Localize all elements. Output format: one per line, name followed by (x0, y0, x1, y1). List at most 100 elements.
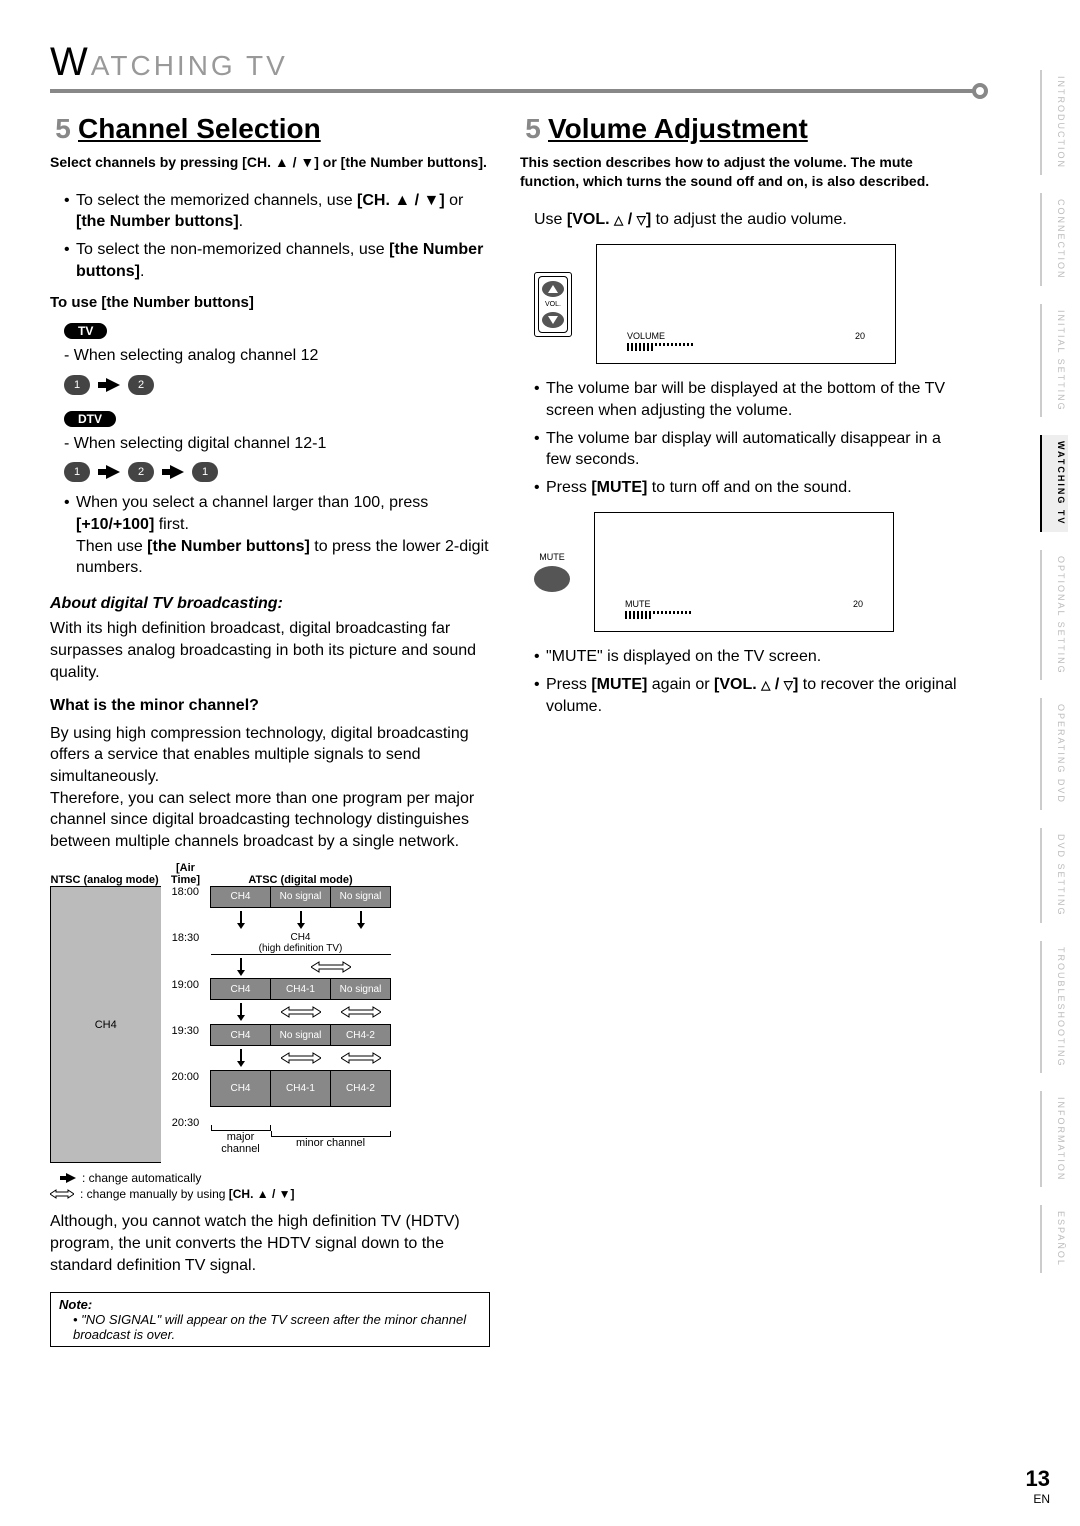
arrow-biarrow-icon (331, 1000, 391, 1025)
minor-body2: Therefore, you can select more than one … (50, 788, 490, 853)
side-tabs: INTRODUCTION CONNECTION INITIAL SETTING … (1040, 70, 1068, 1273)
dtv-pill: DTV (64, 411, 116, 427)
section-num: 5 (520, 113, 546, 145)
tv-screen-mute: MUTE 20 (594, 512, 894, 632)
arrow-right-icon (106, 465, 120, 479)
minor-title: What is the minor channel? (50, 695, 490, 717)
analog-sequence: 1 2 (64, 375, 490, 395)
legend-row: : change automatically (50, 1171, 490, 1185)
bullet: "MUTE" is displayed on the TV screen. (534, 646, 960, 668)
volume-intro: This section describes how to adjust the… (520, 153, 960, 191)
mute-bar: MUTE 20 (625, 599, 863, 619)
vol-down-icon (542, 312, 564, 328)
volume-bar: VOLUME20 (627, 331, 865, 351)
tab-espanol[interactable]: ESPAÑOL (1040, 1205, 1068, 1273)
about-body: With its high definition broadcast, digi… (50, 618, 490, 683)
arrow-biarrow-icon (271, 1046, 331, 1071)
chapter-rest: ATCHING TV (91, 50, 288, 81)
time: 18:30 (161, 932, 211, 979)
channel-heading: 5Channel Selection (50, 113, 490, 145)
note-box: Note: • "NO SIGNAL" will appear on the T… (50, 1292, 490, 1347)
solid-arrow-icon (66, 1173, 76, 1183)
outline-arrow-icon (50, 1188, 74, 1200)
number-button-1b: 1 (192, 462, 218, 482)
tab-dvd-setting[interactable]: DVD SETTING (1040, 828, 1068, 923)
vol-up-icon (542, 281, 564, 297)
bullet: The volume bar display will automaticall… (534, 428, 960, 471)
cell: CH4 (211, 1071, 271, 1106)
legend-row: : change manually by using [CH. ▲ / ▼] (50, 1187, 490, 1201)
note-title: Note: (59, 1297, 481, 1312)
footer-text: Although, you cannot watch the high defi… (50, 1211, 490, 1276)
cell: CH4 (211, 1025, 271, 1046)
bullet: Press [MUTE] to turn off and on the soun… (534, 477, 960, 499)
mute-label: MUTE (539, 552, 565, 562)
vol-remote-button: VOL. (538, 276, 568, 333)
bullet: The volume bar will be displayed at the … (534, 378, 960, 421)
cell: No signal (271, 1025, 331, 1046)
two-column-layout: 5Channel Selection Select channels by pr… (50, 113, 980, 1347)
page-number: 13 EN (1026, 1466, 1050, 1506)
chapter-title: WATCHING TV (50, 40, 980, 93)
section-num: 5 (50, 113, 76, 145)
tab-initial-setting[interactable]: INITIAL SETTING (1040, 304, 1068, 418)
about-title: About digital TV broadcasting: (50, 593, 490, 615)
cell: CH4 (211, 886, 271, 907)
diagram-table: NTSC (analog mode) [Air Time] ATSC (digi… (50, 862, 391, 1163)
volume-heading: 5Volume Adjustment (520, 113, 960, 145)
screen-mute-value: 20 (853, 599, 863, 609)
mute-remote-button: MUTE (534, 552, 570, 592)
number-button-2: 2 (128, 375, 154, 395)
number-button-1: 1 (64, 462, 90, 482)
vol-label: VOL. (545, 301, 561, 308)
arrow-biarrow-icon (271, 955, 391, 979)
cell: CH4-1 (271, 1071, 331, 1106)
cell: No signal (331, 979, 391, 1000)
right-column: 5Volume Adjustment This section describe… (520, 113, 960, 1347)
tab-introduction[interactable]: INTRODUCTION (1040, 70, 1068, 175)
ntsc-cell: CH4 (51, 886, 161, 1163)
tab-operating-dvd[interactable]: OPERATING DVD (1040, 698, 1068, 810)
page-lang: EN (1026, 1492, 1050, 1506)
diagram-legend: : change automatically : change manually… (50, 1171, 490, 1201)
page-num-value: 13 (1026, 1466, 1050, 1492)
air-label: [Air Time] (161, 862, 211, 886)
number-button-2: 2 (128, 462, 154, 482)
remote-outline: VOL. (534, 272, 572, 337)
tab-information[interactable]: INFORMATION (1040, 1091, 1068, 1187)
sub-heading: To use [the Number buttons] (50, 294, 490, 311)
arrow-down-icon (211, 955, 271, 979)
cell: CH4-2 (331, 1071, 391, 1106)
screen-vol-value: 20 (855, 331, 865, 341)
arrow-down-icon (331, 907, 391, 932)
tab-watching-tv[interactable]: WATCHING TV (1040, 435, 1068, 531)
time: 18:00 (161, 886, 211, 932)
title-end-circle (972, 83, 988, 99)
tab-optional-setting[interactable]: OPTIONAL SETTING (1040, 550, 1068, 681)
ntsc-label: NTSC (analog mode) (51, 862, 161, 886)
major-label: major channel (211, 1131, 271, 1155)
left-column: 5Channel Selection Select channels by pr… (50, 113, 490, 1347)
cell: CH4 (211, 979, 271, 1000)
chapter-big-letter: W (50, 40, 91, 84)
screen-mute-label: MUTE (625, 599, 651, 609)
channel-intro: Select channels by pressing [CH. ▲ / ▼] … (50, 153, 490, 172)
time: 19:00 (161, 979, 211, 1025)
arrow-biarrow-icon (271, 1000, 331, 1025)
tv-screen: VOLUME20 (596, 244, 896, 364)
minor-body1: By using high compression technology, di… (50, 723, 490, 788)
arrow-down-icon (271, 907, 331, 932)
digital-desc: - When selecting digital channel 12-1 (64, 433, 490, 455)
use-vol-text: Use [VOL. △ / ▽] to adjust the audio vol… (534, 209, 960, 231)
cell: No signal (331, 886, 391, 907)
tab-connection[interactable]: CONNECTION (1040, 193, 1068, 286)
minor-label: minor channel (271, 1137, 391, 1149)
bullet: Press [MUTE] again or [VOL. △ / ▽] to re… (534, 674, 960, 717)
mute-ticks (625, 611, 863, 619)
tab-troubleshooting[interactable]: TROUBLESHOOTING (1040, 941, 1068, 1074)
legend-text: : change automatically (82, 1171, 201, 1185)
time: 20:30 (161, 1117, 211, 1163)
volume-bullets-2: "MUTE" is displayed on the TV screen. Pr… (520, 646, 960, 717)
volume-ticks (627, 343, 865, 351)
channel-title: Channel Selection (78, 113, 321, 144)
